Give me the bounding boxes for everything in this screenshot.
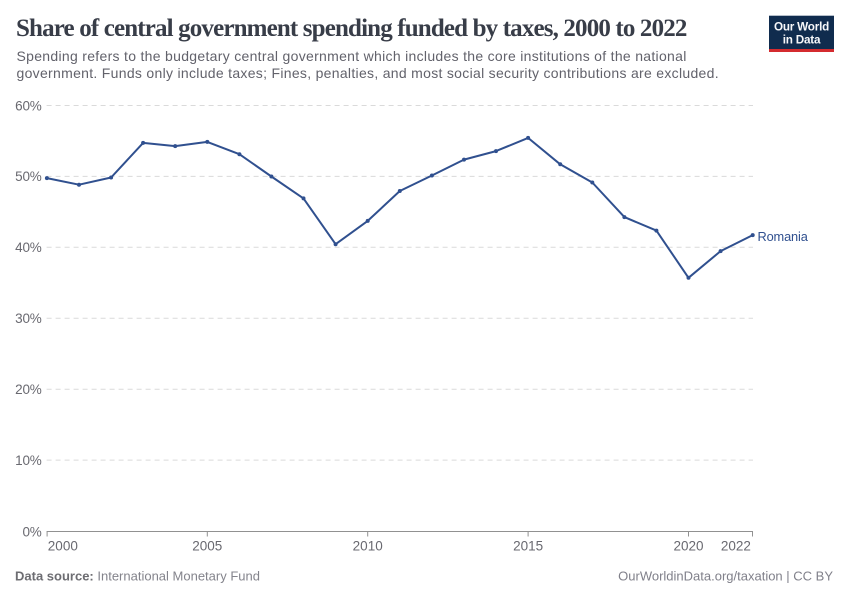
svg-text:2022: 2022 xyxy=(721,538,751,553)
svg-text:2000: 2000 xyxy=(48,538,78,553)
svg-text:2020: 2020 xyxy=(673,538,703,553)
svg-text:40%: 40% xyxy=(15,240,42,255)
svg-text:government. Funds only include: government. Funds only include taxes; Fi… xyxy=(17,65,719,81)
svg-text:OurWorldinData.org/taxation |: OurWorldinData.org/taxation | CC BY xyxy=(618,569,833,584)
svg-text:in Data: in Data xyxy=(783,34,821,47)
svg-text:60%: 60% xyxy=(15,98,42,113)
svg-text:30%: 30% xyxy=(15,311,42,326)
svg-text:Share of central government sp: Share of central government spending fun… xyxy=(16,15,687,42)
svg-text:Romania: Romania xyxy=(758,229,809,244)
svg-text:0%: 0% xyxy=(22,524,41,539)
svg-text:50%: 50% xyxy=(15,169,42,184)
svg-text:Data source: International Mon: Data source: International Monetary Fund xyxy=(15,569,260,584)
svg-text:2005: 2005 xyxy=(192,538,222,553)
svg-text:Our World: Our World xyxy=(774,20,829,33)
svg-text:10%: 10% xyxy=(15,453,42,468)
svg-text:Spending refers to the budgeta: Spending refers to the budgetary central… xyxy=(17,48,687,64)
svg-text:20%: 20% xyxy=(15,382,42,397)
svg-text:2010: 2010 xyxy=(353,538,383,553)
svg-text:2015: 2015 xyxy=(513,538,543,553)
